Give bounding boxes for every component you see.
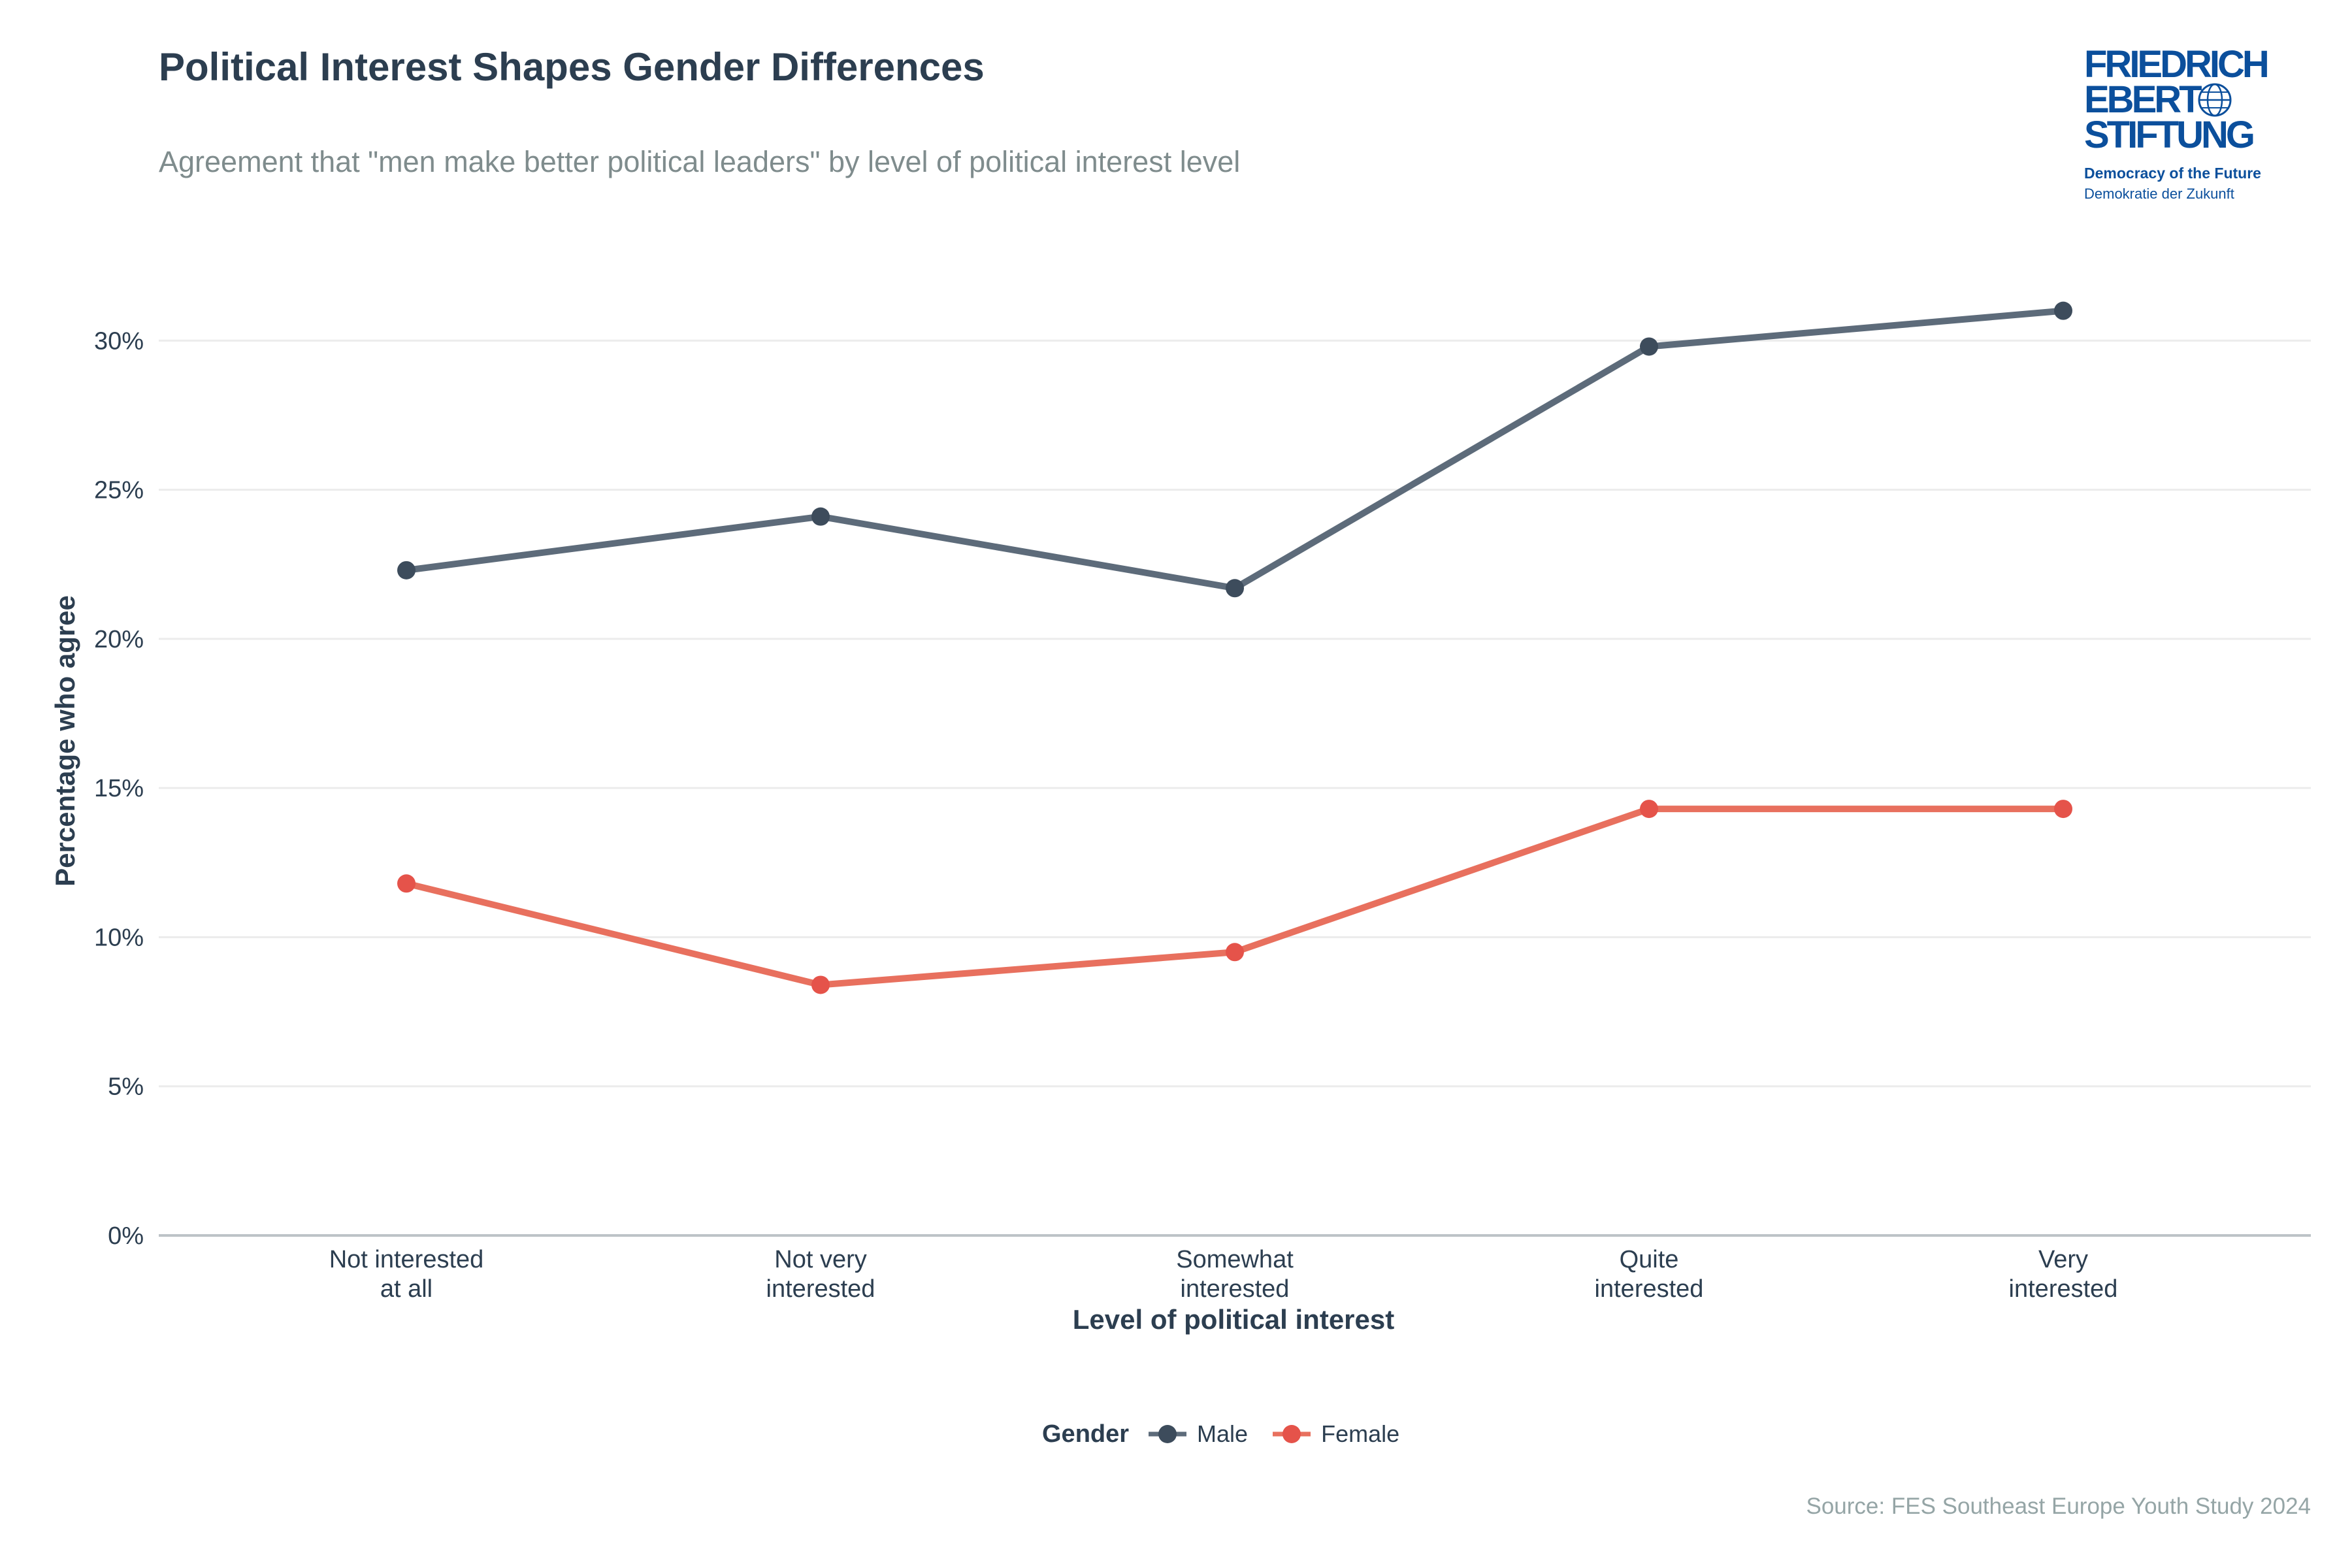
x-tick-label-2-line-0: Somewhat [1176, 1246, 1294, 1273]
x-tick-label-2: Somewhat interested [1176, 1246, 1294, 1303]
series [397, 301, 2072, 994]
chart-subtitle: Agreement that "men make better politica… [159, 145, 1241, 178]
y-tick-label-10: 10% [94, 924, 144, 951]
logo-line-3: STIFTUNG [2084, 114, 2253, 156]
y-tick-label-20: 20% [94, 626, 144, 653]
source-note: Source: FES Southeast Europe Youth Study… [1806, 1494, 2311, 1519]
logo-line-2: EBERT [2084, 78, 2202, 121]
grid-lines [159, 339, 2311, 1088]
point-female-2 [1226, 943, 1244, 962]
axes: 0%5%10%15%20%25%30%Not interested at allN… [94, 327, 2311, 1303]
x-tick-label-3: Quite interested [1595, 1246, 1704, 1303]
logo-line-1: FRIEDRICH [2084, 46, 2267, 86]
x-tick-label-2-line-1: interested [1181, 1275, 1290, 1303]
point-female-4 [2054, 800, 2072, 819]
y-tick-label-15: 15% [94, 775, 144, 802]
logo-tagline-en: Democracy of the Future [2084, 165, 2261, 182]
legend-label-female: Female [1321, 1420, 1400, 1447]
point-male-4 [2054, 301, 2072, 320]
x-tick-label-0-line-1: at all [380, 1275, 433, 1303]
point-female-3 [1640, 800, 1658, 819]
y-tick-label-30: 30% [94, 327, 144, 355]
x-tick-label-1: Not very interested [766, 1246, 875, 1303]
logo-tagline-de: Demokratie der Zukunft [2084, 186, 2234, 202]
y-axis-title: Percentage who agree [50, 595, 80, 887]
point-female-1 [811, 975, 830, 994]
globe-icon [2198, 83, 2232, 117]
point-male-0 [397, 561, 416, 580]
x-tick-label-0: Not interested at all [329, 1246, 484, 1303]
point-male-2 [1226, 579, 1244, 598]
fes-logo: FRIEDRICH EBERT STIFTUNG Democracy of th… [2084, 46, 2270, 202]
y-tick-label-25: 25% [94, 477, 144, 504]
x-tick-label-0-line-0: Not interested [329, 1246, 484, 1273]
legend-label-male: Male [1197, 1420, 1249, 1447]
y-tick-label-0: 0% [108, 1222, 144, 1250]
x-tick-label-4-line-0: Very [2038, 1246, 2088, 1273]
x-tick-label-4: Very interested [2009, 1246, 2118, 1303]
x-tick-label-3-line-1: interested [1595, 1275, 1704, 1303]
point-male-1 [811, 507, 830, 526]
legend: Gender Male Female [1042, 1414, 1423, 1454]
legend-key-female [1273, 1425, 1311, 1443]
x-tick-label-4-line-1: interested [2009, 1275, 2118, 1303]
x-tick-label-3-line-0: Quite [1620, 1246, 1679, 1273]
legend-title: Gender [1042, 1420, 1130, 1448]
x-tick-label-1-line-1: interested [766, 1275, 875, 1303]
legend-key-male [1149, 1425, 1187, 1443]
point-female-0 [397, 874, 416, 893]
point-male-3 [1640, 337, 1658, 356]
y-tick-label-5: 5% [108, 1073, 144, 1101]
x-tick-label-1-line-0: Not very [774, 1246, 866, 1273]
chart-title: Political Interest Shapes Gender Differe… [159, 45, 985, 89]
series-line-male [403, 307, 2066, 592]
x-axis-title: Level of political interest [1073, 1304, 1394, 1335]
